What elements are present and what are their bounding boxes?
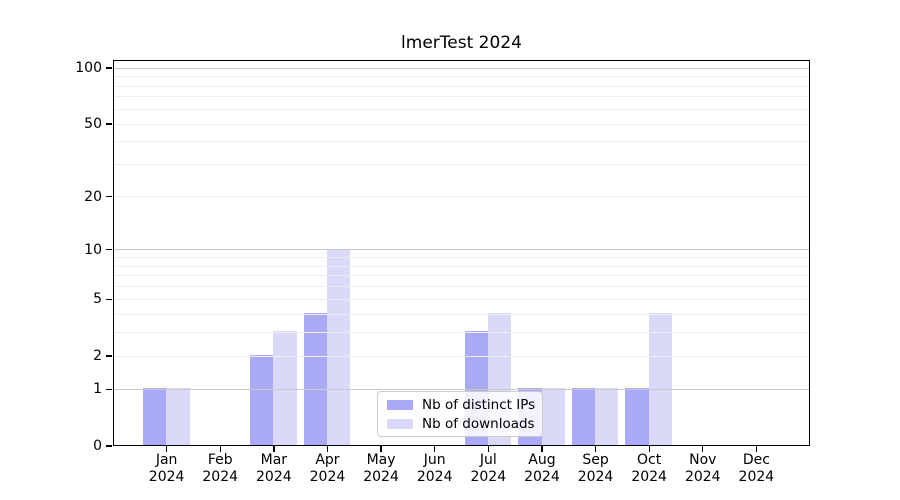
gridline-major-10 (114, 249, 809, 251)
y-tick-100 (106, 67, 112, 69)
bar-nb-of-downloads-apr-2024 (327, 248, 351, 445)
bar-nb-of-distinct-ips-mar-2024 (250, 355, 274, 445)
x-tick-apr (326, 446, 329, 452)
x-tick-label-mar: Mar 2024 (256, 452, 292, 485)
x-tick-label-oct: Oct 2024 (631, 452, 667, 485)
legend-swatch-icon (387, 418, 413, 429)
x-tick-mar (273, 446, 275, 452)
y-tick-label-2: 2 (93, 348, 102, 365)
y-tick-0 (106, 445, 112, 447)
y-tick-2 (106, 355, 112, 357)
bar-nb-of-distinct-ips-apr-2024 (303, 313, 328, 445)
x-tick-label-nov: Nov 2024 (684, 452, 721, 485)
gridline-minor-60 (114, 108, 809, 110)
plot-area (113, 60, 810, 446)
y-tick-label-50: 50 (84, 115, 102, 132)
x-tick-label-jul: Jul 2024 (470, 452, 507, 485)
legend-label: Nb of downloads (422, 415, 535, 432)
x-tick-nov (702, 446, 704, 452)
gridline-minor-50 (114, 123, 809, 125)
x-tick-label-dec: Dec 2024 (738, 452, 775, 485)
bar-nb-of-distinct-ips-oct-2024 (625, 388, 649, 445)
legend-row-nb-of-downloads: Nb of downloads (387, 416, 542, 432)
gridline-minor-5 (114, 298, 809, 300)
legend-row-nb-of-distinct-ips: Nb of distinct IPs (387, 397, 542, 413)
bar-nb-of-distinct-ips-sep-2024 (571, 388, 596, 445)
x-tick-label-jun: Jun 2024 (416, 452, 453, 485)
x-tick-label-sep: Sep 2024 (577, 452, 614, 485)
gridline-minor-4 (114, 313, 809, 315)
x-tick-oct (648, 446, 650, 452)
bar-nb-of-downloads-sep-2024 (595, 388, 619, 445)
y-tick-20 (106, 196, 112, 198)
x-tick-feb (219, 446, 221, 452)
y-tick-label-100: 100 (75, 60, 102, 76)
gridline-minor-70 (114, 96, 809, 98)
x-tick-label-aug: Aug 2024 (524, 452, 560, 485)
y-tick-1 (106, 388, 112, 390)
gridline-minor-7 (114, 275, 809, 277)
bar-nb-of-downloads-aug-2024 (541, 388, 565, 445)
y-tick-label-5: 5 (93, 291, 102, 308)
x-tick-label-feb: Feb 2024 (202, 452, 239, 485)
x-tick-jan (166, 446, 168, 452)
x-tick-label-apr: Apr 2024 (309, 452, 346, 485)
gridline-major-1 (114, 388, 809, 391)
gridline-major-100 (114, 67, 809, 69)
x-tick-label-jan: Jan 2024 (148, 452, 185, 485)
y-tick-label-20: 20 (84, 188, 102, 205)
gridline-minor-6 (114, 286, 809, 288)
gridline-minor-30 (114, 164, 809, 166)
gridline-minor-80 (114, 85, 809, 87)
legend-swatch-icon (387, 399, 413, 410)
y-tick-10 (106, 249, 112, 251)
gridline-minor-8 (114, 265, 809, 267)
y-tick-label-0: 0 (93, 438, 102, 454)
y-tick-label-10: 10 (84, 241, 102, 258)
y-tick-50 (106, 123, 112, 125)
x-tick-label-may: May 2024 (363, 452, 399, 485)
legend-label: Nb of distinct IPs (422, 396, 536, 413)
gridline-minor-40 (114, 141, 809, 143)
gridline-minor-90 (114, 76, 809, 78)
legend: Nb of distinct IPs Nb of downloads (377, 391, 543, 437)
x-tick-jun (434, 446, 436, 452)
bar-nb-of-downloads-mar-2024 (273, 331, 297, 445)
x-tick-sep (594, 446, 597, 452)
x-tick-may (380, 446, 382, 452)
gridline-minor-3 (114, 332, 809, 334)
bar-nb-of-distinct-ips-jan-2024 (142, 388, 167, 445)
bar-nb-of-downloads-jan-2024 (166, 388, 190, 445)
bar-nb-of-downloads-oct-2024 (648, 313, 673, 445)
gridline-minor-20 (114, 196, 809, 198)
gridline-minor-2 (114, 355, 809, 357)
y-tick-label-1: 1 (93, 381, 102, 398)
x-tick-dec (755, 446, 758, 452)
gridline-minor-9 (114, 257, 809, 258)
x-tick-jul (487, 446, 489, 452)
chart-title: lmerTest 2024 (401, 33, 522, 53)
y-tick-5 (106, 298, 112, 300)
x-tick-aug (541, 446, 543, 452)
